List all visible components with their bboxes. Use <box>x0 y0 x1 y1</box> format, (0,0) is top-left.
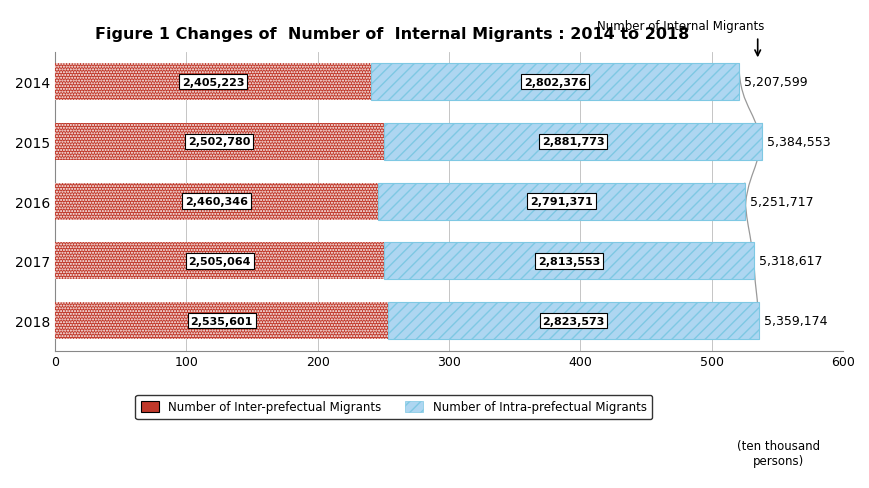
Text: 2,802,376: 2,802,376 <box>523 78 586 87</box>
Bar <box>55 303 388 340</box>
Bar <box>55 183 378 220</box>
Bar <box>378 183 744 220</box>
Text: 5,384,553: 5,384,553 <box>766 136 830 149</box>
Bar <box>55 243 383 280</box>
Bar <box>55 123 383 161</box>
Text: 2,881,773: 2,881,773 <box>541 137 604 147</box>
Bar <box>55 183 378 220</box>
Bar <box>383 243 753 280</box>
Text: Number of Internal Migrants: Number of Internal Migrants <box>596 20 763 33</box>
Text: 2,502,780: 2,502,780 <box>188 137 250 147</box>
Bar <box>55 303 388 340</box>
Text: Figure 1 Changes of  Number of  Internal Migrants : 2014 to 2018: Figure 1 Changes of Number of Internal M… <box>95 27 688 42</box>
Bar <box>383 123 761 161</box>
Legend: Number of Inter-prefectual Migrants, Number of Intra-prefectual Migrants: Number of Inter-prefectual Migrants, Num… <box>136 395 652 420</box>
Text: 2,823,573: 2,823,573 <box>541 316 604 326</box>
Bar <box>55 243 383 280</box>
Bar <box>55 123 383 161</box>
Text: 2,535,601: 2,535,601 <box>190 316 253 326</box>
Text: 5,318,617: 5,318,617 <box>758 255 821 268</box>
Bar <box>370 64 738 101</box>
Bar <box>55 64 370 101</box>
Text: (ten thousand
persons): (ten thousand persons) <box>736 439 819 467</box>
Text: 2,791,371: 2,791,371 <box>529 197 592 207</box>
Text: 5,359,174: 5,359,174 <box>763 315 826 327</box>
Bar <box>388 303 758 340</box>
Text: 2,405,223: 2,405,223 <box>182 78 244 87</box>
Text: 5,207,599: 5,207,599 <box>743 76 807 89</box>
Bar <box>55 64 370 101</box>
Text: 2,813,553: 2,813,553 <box>537 256 600 266</box>
Text: 2,460,346: 2,460,346 <box>185 197 248 207</box>
Text: 5,251,717: 5,251,717 <box>749 195 813 208</box>
Text: 2,505,064: 2,505,064 <box>188 256 250 266</box>
